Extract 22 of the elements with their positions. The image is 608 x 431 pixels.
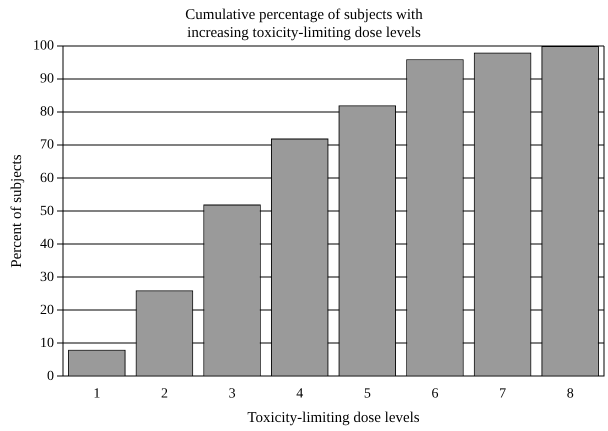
y-tick-label: 10 — [40, 336, 54, 351]
y-tick-label: 60 — [40, 170, 54, 186]
x-tick-label: 6 — [431, 386, 438, 402]
x-tick-label: 3 — [228, 386, 236, 402]
y-tick-label: 70 — [40, 138, 54, 153]
y-tick-label: 0 — [47, 368, 54, 384]
chart-title: Cumulative percentage of subjects with increasing toxicity-limiting dose levels — [185, 6, 424, 41]
y-tick-label: 90 — [40, 72, 54, 87]
x-tick-label: 7 — [499, 386, 506, 402]
x-tick-label: 1 — [93, 386, 100, 402]
y-tick-label: 100 — [33, 38, 54, 54]
y-tick-label: 50 — [40, 204, 54, 219]
x-tick-label: 4 — [296, 386, 304, 402]
x-tick-label: 8 — [566, 386, 574, 402]
y-tick-label: 30 — [40, 270, 54, 285]
y-tick-label: 20 — [40, 302, 54, 318]
x-tick-label: 2 — [160, 386, 168, 402]
y-tick-label: 40 — [40, 236, 54, 252]
y-axis-title: Percent of subjects — [8, 154, 25, 268]
y-tick-label: 80 — [40, 104, 54, 120]
x-axis-title: Toxicity-limiting dose levels — [247, 410, 420, 426]
x-tick-label: 5 — [364, 386, 371, 402]
